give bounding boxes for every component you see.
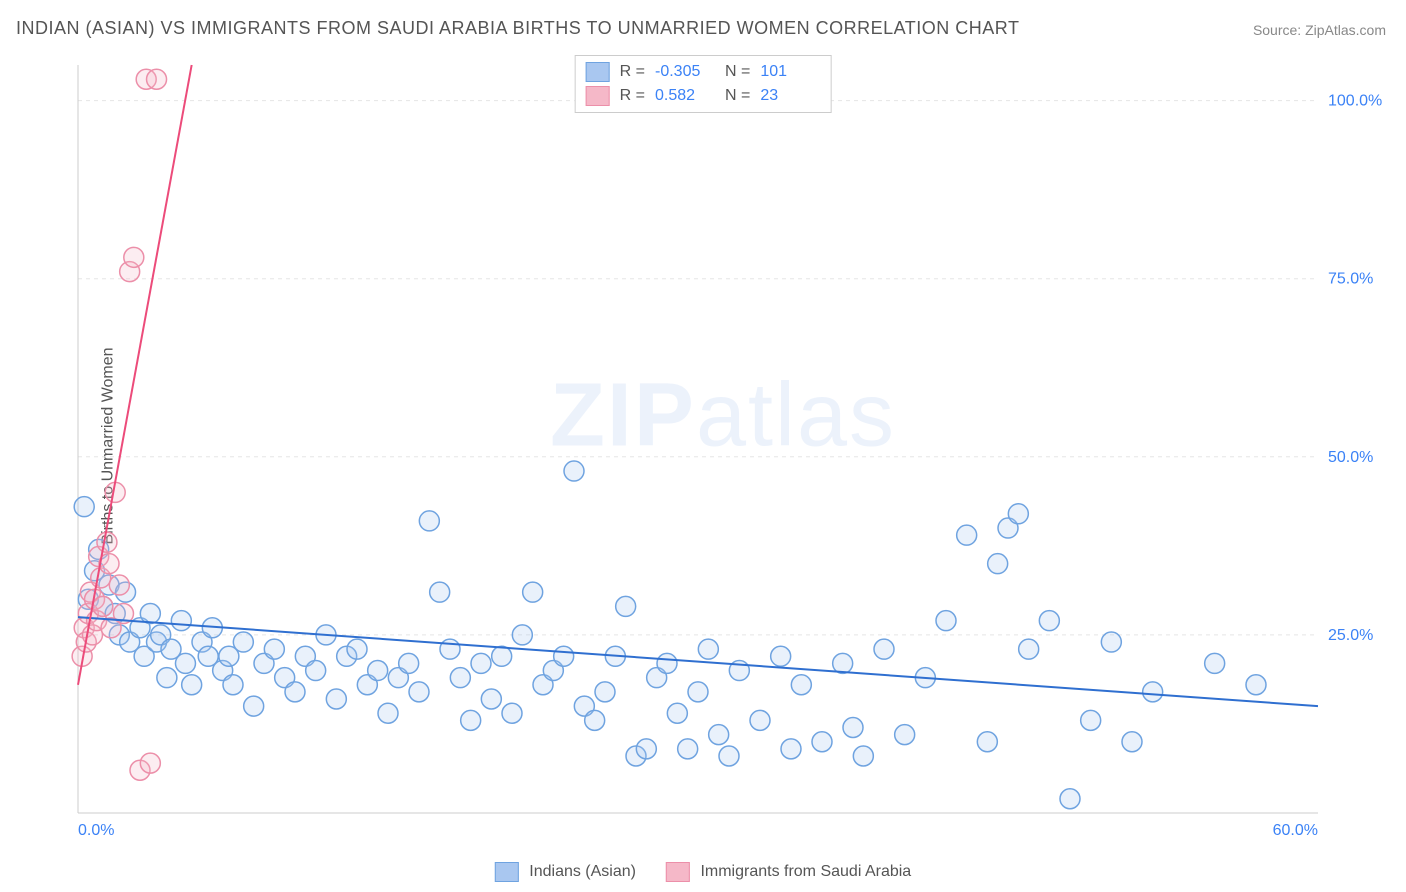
legend-swatch bbox=[666, 862, 690, 882]
svg-text:25.0%: 25.0% bbox=[1328, 627, 1373, 644]
legend-row: R = 0.582 N = 23 bbox=[586, 84, 821, 108]
svg-text:0.0%: 0.0% bbox=[78, 822, 114, 839]
scatter-plot: 25.0%50.0%75.0%100.0%0.0%60.0% ZIPatlas bbox=[58, 55, 1388, 857]
legend-label: Immigrants from Saudi Arabia bbox=[700, 863, 911, 880]
r-label: R = bbox=[620, 60, 645, 84]
series-legend: Indians (Asian) Immigrants from Saudi Ar… bbox=[495, 862, 911, 882]
legend-swatch bbox=[495, 862, 519, 882]
r-value: 0.582 bbox=[655, 84, 715, 108]
legend-item: Indians (Asian) bbox=[495, 862, 636, 882]
n-value: 101 bbox=[760, 60, 820, 84]
source-attribution: Source: ZipAtlas.com bbox=[1253, 22, 1386, 38]
r-label: R = bbox=[620, 84, 645, 108]
svg-text:50.0%: 50.0% bbox=[1328, 449, 1373, 466]
correlation-legend: R = -0.305 N = 101 R = 0.582 N = 23 bbox=[575, 55, 832, 113]
chart-canvas: 25.0% 50.0% 75.0% 100.0% 0.0% 60.0% bbox=[58, 55, 1388, 857]
n-label: N = bbox=[725, 84, 750, 108]
legend-swatch bbox=[586, 62, 610, 82]
r-value: -0.305 bbox=[655, 60, 715, 84]
legend-item: Immigrants from Saudi Arabia bbox=[666, 862, 911, 882]
svg-text:75.0%: 75.0% bbox=[1328, 271, 1373, 288]
n-label: N = bbox=[725, 60, 750, 84]
svg-text:100.0%: 100.0% bbox=[1328, 93, 1382, 110]
legend-row: R = -0.305 N = 101 bbox=[586, 60, 821, 84]
svg-text:60.0%: 60.0% bbox=[1273, 822, 1318, 839]
chart-title: INDIAN (ASIAN) VS IMMIGRANTS FROM SAUDI … bbox=[16, 18, 1019, 39]
legend-swatch bbox=[586, 86, 610, 106]
n-value: 23 bbox=[760, 84, 820, 108]
legend-label: Indians (Asian) bbox=[529, 863, 636, 880]
